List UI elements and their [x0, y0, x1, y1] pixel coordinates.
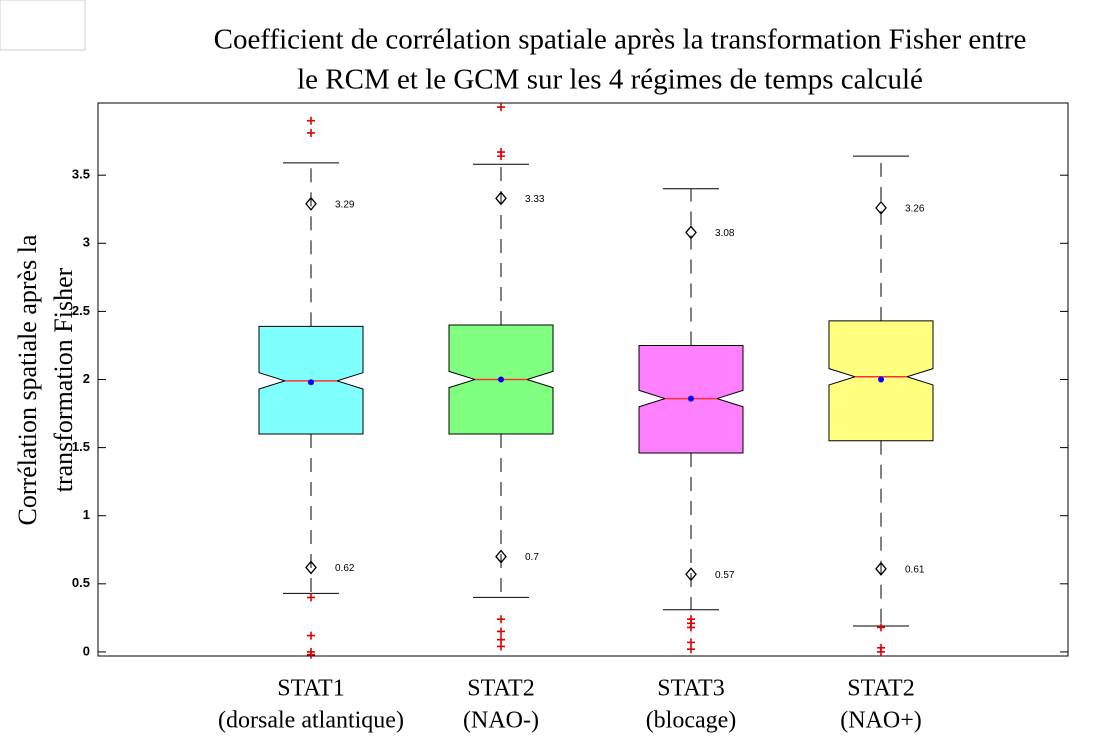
- marker-diamond: [495, 191, 507, 206]
- y-label-line: transformation Fisher: [49, 267, 78, 492]
- outlier: [307, 116, 315, 125]
- y-tick-label: 3: [83, 235, 90, 250]
- marker-label: 0.7: [525, 552, 539, 563]
- outlier: [877, 623, 885, 632]
- outlier: [307, 128, 315, 137]
- marker-label: 3.29: [335, 199, 355, 210]
- outlier: [687, 645, 695, 654]
- marker-diamond: [495, 549, 507, 564]
- x-tick-label: STAT2: [467, 676, 534, 702]
- y-tick-label: 0: [83, 643, 90, 658]
- y-tick-label: 2: [83, 371, 90, 386]
- y-label: Corrélation spatiale après la transforma…: [13, 234, 78, 525]
- marker-diamond: [875, 200, 887, 215]
- outlier: [687, 623, 695, 632]
- x-tick-label: (NAO-): [463, 708, 539, 734]
- chart-title: le RCM et le GCM sur les 4 régimes de te…: [297, 64, 923, 96]
- outlier: [687, 638, 695, 647]
- marker-label: 0.61: [905, 564, 925, 575]
- x-tick-label: (dorsale atlantique): [218, 708, 404, 734]
- outlier: [877, 647, 885, 656]
- y-tick-label: 1: [83, 507, 90, 522]
- marker-diamond: [685, 225, 697, 240]
- x-tick-label: (blocage): [646, 708, 737, 734]
- outlier: [307, 593, 315, 602]
- outlier: [497, 615, 505, 624]
- marker-label: 3.26: [905, 204, 925, 215]
- marker-diamond: [875, 561, 887, 576]
- marker-diamond: [685, 567, 697, 582]
- marker-label: 3.33: [525, 194, 545, 205]
- mean-dot: [688, 395, 694, 402]
- marker-label: 0.57: [715, 570, 735, 581]
- outlier: [307, 650, 315, 659]
- marker-diamond: [305, 196, 317, 211]
- outlier: [497, 627, 505, 636]
- outlier: [497, 152, 505, 161]
- outlier: [307, 631, 315, 640]
- y-tick-label: 2.5: [72, 303, 90, 318]
- y-tick-label: 1.5: [72, 439, 90, 454]
- x-tick-label: STAT1: [277, 676, 344, 702]
- mean-dot: [498, 376, 504, 383]
- marker-label: 0.62: [335, 563, 355, 574]
- outlier: [497, 635, 505, 644]
- marker-label: 3.08: [715, 228, 735, 239]
- outlier: [497, 642, 505, 651]
- marker-diamond: [305, 560, 317, 575]
- corner-box: [0, 0, 86, 51]
- y-tick-label: 3.5: [72, 167, 90, 182]
- mean-dot: [878, 376, 884, 383]
- x-tick-label: STAT3: [657, 676, 724, 702]
- y-tick-label: 0.5: [72, 575, 90, 590]
- y-label-line: Corrélation spatiale après la: [13, 234, 42, 525]
- chart-title: Coefficient de corrélation spatiale aprè…: [214, 24, 1027, 56]
- outlier: [497, 103, 505, 112]
- x-tick-label: (NAO+): [840, 708, 922, 734]
- x-tick-label: STAT2: [847, 676, 914, 702]
- mean-dot: [308, 379, 314, 386]
